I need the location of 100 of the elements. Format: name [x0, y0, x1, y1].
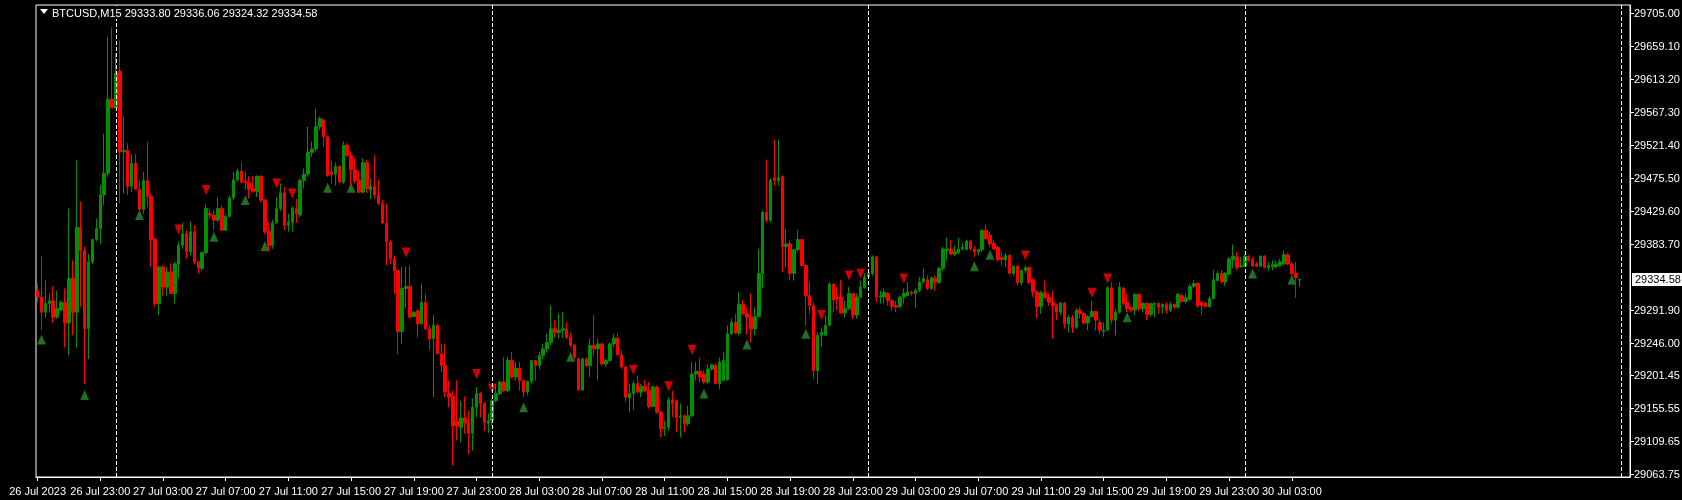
- candlestick: [314, 108, 318, 153]
- candlestick: [55, 290, 59, 320]
- chart-title: BTCUSD,M15 29333.80 29336.06 29324.32 29334.58: [52, 6, 318, 19]
- point: [1020, 250, 1030, 261]
- point: [260, 241, 270, 252]
- candlestick: [130, 153, 133, 193]
- candlestick: [75, 159, 79, 348]
- candlestick: [161, 264, 165, 297]
- candlestick: [1149, 302, 1153, 318]
- candlestick: [1110, 281, 1113, 325]
- candlestick: [781, 175, 784, 273]
- candlestick: [385, 203, 388, 266]
- y-tick-label: 29613.20: [1634, 72, 1680, 85]
- x-tick-label: 28 Jul 11:00: [635, 484, 695, 497]
- candlestick: [1078, 306, 1082, 320]
- candlestick: [71, 259, 75, 336]
- candlestick: [1282, 249, 1286, 266]
- x-tick-label: 29 Jul 07:00: [948, 484, 1009, 497]
- candlestick: [420, 282, 423, 326]
- candlestick: [851, 293, 855, 320]
- candlestick: [1145, 301, 1149, 321]
- candlestick: [628, 383, 631, 413]
- candlestick: [875, 256, 878, 303]
- x-tick-label: 28 Jul 07:00: [572, 484, 632, 497]
- candlestick: [1263, 254, 1266, 269]
- y-tick-label: 29383.70: [1634, 238, 1680, 251]
- candlestick: [408, 264, 412, 318]
- candlestick: [506, 356, 510, 393]
- candlestick: [816, 331, 819, 385]
- point: [699, 388, 709, 399]
- candlestick: [561, 311, 565, 339]
- candlestick: [400, 266, 404, 345]
- y-tick-label: 29201.45: [1634, 369, 1680, 382]
- candlestick: [1274, 259, 1278, 269]
- candlestick: [1239, 256, 1243, 269]
- point: [519, 402, 529, 413]
- candlestick: [416, 308, 420, 338]
- candlestick: [510, 351, 514, 379]
- candlestick: [871, 254, 874, 277]
- x-tick-label: 28 Jul 23:00: [822, 484, 883, 497]
- x-tick-label: 28 Jul 19:00: [760, 484, 821, 497]
- candlestick: [749, 293, 753, 343]
- y-tick-label: 29155.55: [1634, 402, 1680, 415]
- point: [742, 339, 752, 350]
- candlestick: [980, 228, 984, 253]
- candlestick: [283, 186, 286, 231]
- point: [985, 249, 995, 260]
- candlestick: [1235, 251, 1239, 271]
- x-tick-label: 28 Jul 03:00: [509, 484, 570, 497]
- candlestick: [773, 139, 776, 187]
- candlestick: [1012, 264, 1015, 277]
- candlestick: [765, 159, 768, 223]
- y-tick-label: 29659.10: [1634, 39, 1680, 52]
- candlestick: [734, 313, 737, 335]
- candlestick: [683, 413, 686, 433]
- candlestick: [291, 205, 294, 233]
- candlestick: [63, 287, 67, 348]
- x-tick-label: 29 Jul 03:00: [885, 484, 946, 497]
- candlestick: [44, 279, 47, 318]
- candlestick: [338, 164, 341, 184]
- candlestick: [894, 300, 898, 313]
- candlestick: [557, 313, 561, 340]
- point: [801, 328, 811, 339]
- candlestick: [342, 141, 345, 185]
- x-tick-label: 29 Jul 11:00: [1011, 484, 1071, 497]
- point: [687, 344, 697, 355]
- candlestick: [737, 291, 741, 336]
- candlestick: [295, 198, 298, 224]
- x-tick-label: 29 Jul 15:00: [1073, 484, 1134, 497]
- candlestick: [1169, 301, 1172, 313]
- candlestick: [1247, 254, 1250, 263]
- point: [36, 334, 46, 345]
- candlestick: [647, 381, 651, 410]
- y-tick-label: 29567.30: [1634, 105, 1680, 118]
- candlestick: [110, 26, 114, 109]
- point: [323, 182, 333, 193]
- candlestick: [1094, 310, 1098, 331]
- point: [134, 210, 144, 221]
- candlestick: [1051, 290, 1055, 340]
- candlestick: [1259, 254, 1262, 268]
- candlestick: [1020, 268, 1023, 287]
- y-tick-label: 29475.50: [1634, 172, 1680, 185]
- candlestick: [957, 237, 960, 255]
- candlestick: [247, 175, 251, 200]
- x-tick-label: 27 Jul 15:00: [321, 484, 382, 497]
- x-tick-label: 26 Jul 2023: [9, 484, 67, 497]
- point: [969, 261, 979, 272]
- point: [201, 184, 211, 195]
- candlestick: [1188, 283, 1192, 302]
- candlestick: [255, 175, 259, 198]
- candlestick: [534, 359, 537, 382]
- candlestick: [361, 157, 365, 195]
- candlestick: [949, 239, 953, 256]
- candlestick: [502, 356, 506, 393]
- y-tick-label: 29705.00: [1634, 6, 1680, 19]
- text: 29334.58: [1635, 273, 1681, 286]
- candlestick: [365, 159, 369, 194]
- point: [472, 369, 482, 380]
- point: [80, 389, 90, 400]
- y-tick-label: 29063.75: [1634, 468, 1680, 481]
